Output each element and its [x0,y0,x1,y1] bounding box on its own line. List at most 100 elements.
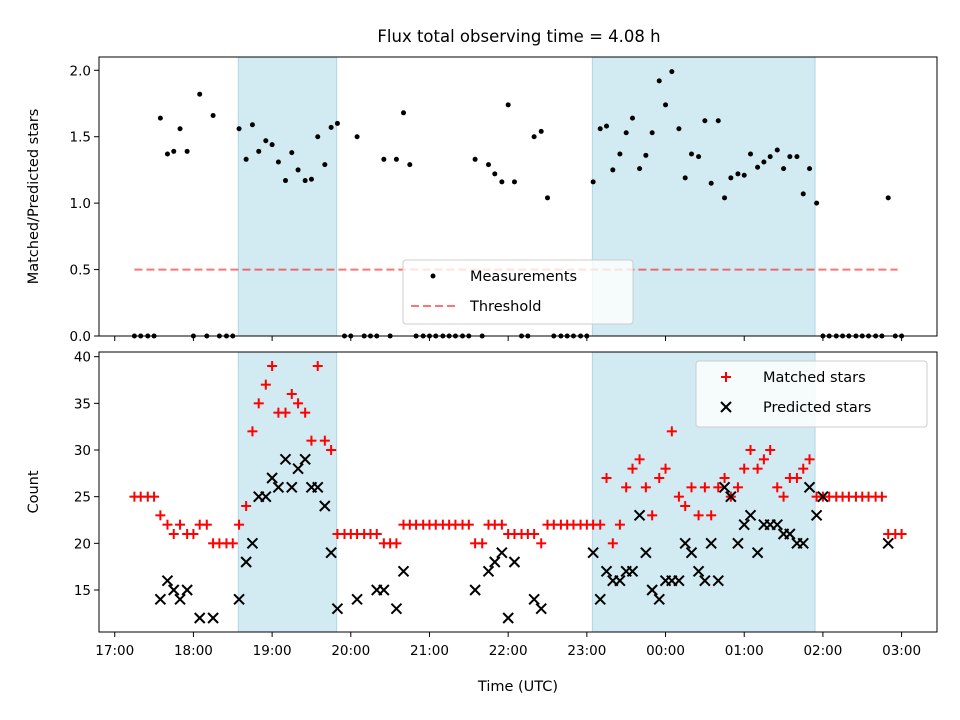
data-point [814,200,820,206]
x-b [299,453,311,466]
legend-frame [402,259,634,325]
data-point [293,398,304,409]
data-point [718,481,731,494]
x-tick-label: 17:00 [95,643,134,659]
data-point [280,407,291,418]
x-b [882,537,894,550]
data-point [289,150,295,156]
data-point [587,546,599,559]
x-b [587,546,599,559]
x-b [732,537,744,550]
data-point [319,435,330,446]
data-point [302,178,308,184]
x-b [535,602,547,615]
data-point [761,159,767,165]
x-b [817,490,829,503]
x-b [286,481,298,494]
data-point [752,463,763,474]
data-point [693,510,704,521]
data-point [715,118,721,124]
data-point [260,490,272,503]
data-point [381,156,387,162]
data-point [680,501,691,511]
data-point [794,154,800,160]
x-b [600,565,613,578]
data-point [751,546,764,559]
x-b [207,612,219,624]
x-b [325,546,337,559]
data-point [682,175,688,181]
x-b [181,584,193,596]
data-point [772,482,783,493]
shaded-span [237,56,338,337]
data-point [201,519,212,530]
x-b [292,462,304,475]
x-b [679,537,691,550]
data-point [397,565,410,578]
data-point [744,509,757,522]
data-point [469,584,481,596]
x-b [174,593,186,606]
data-point [282,178,288,184]
data-point [253,398,264,409]
data-point [660,463,671,474]
x-b [712,574,724,587]
x-tick-label: 00:00 [646,643,685,659]
data-point [614,519,625,530]
data-point [536,538,547,549]
data-point [496,546,508,559]
x-b [312,481,324,494]
data-point [590,179,596,185]
data-point [279,453,292,466]
y-axis-label: Matched/Predicted stars [26,109,42,285]
data-point [378,584,390,596]
x-b [331,602,344,615]
data-point [604,123,610,129]
data-point [161,574,174,587]
x-b [614,574,626,587]
data-point [240,556,252,568]
y-tick-label: 2.0 [70,63,91,79]
x-tick-label: 20:00 [331,643,370,659]
data-point [692,565,705,578]
x-b [803,481,816,494]
x-b [744,509,757,522]
data-point [325,546,337,559]
data-point [197,91,203,97]
legend-label: Matched stars [763,370,866,386]
data-point [319,500,331,512]
data-point [810,509,823,522]
x-tick-label: 19:00 [253,643,292,659]
data-point [175,519,186,530]
data-point [496,519,507,530]
x-tick-label: 01:00 [725,643,764,659]
x-b [720,401,732,413]
data-point [371,529,382,539]
data-point [334,120,340,126]
data-point [771,518,783,531]
x-b [502,612,514,624]
x-b [508,556,521,568]
data-point [531,134,537,140]
data-point [535,602,547,615]
legend-label: Threshold [469,299,541,315]
data-point [236,126,242,132]
x-b [673,574,685,587]
data-point [407,162,413,168]
x-b [161,574,174,587]
data-point [155,510,166,521]
legend: Measurements Threshold [402,259,634,325]
data-point [538,128,544,134]
x-b [272,481,285,494]
data-point [765,445,776,455]
data-point [171,148,177,154]
y-tick-label: 0.0 [70,329,91,345]
data-point [601,473,612,483]
data-point [728,175,734,181]
data-point [508,556,521,568]
x-b [692,565,705,578]
data-point [778,491,789,502]
data-point [797,537,809,550]
x-b [784,528,796,540]
legend: Matched stars Predicted stars [695,360,928,428]
